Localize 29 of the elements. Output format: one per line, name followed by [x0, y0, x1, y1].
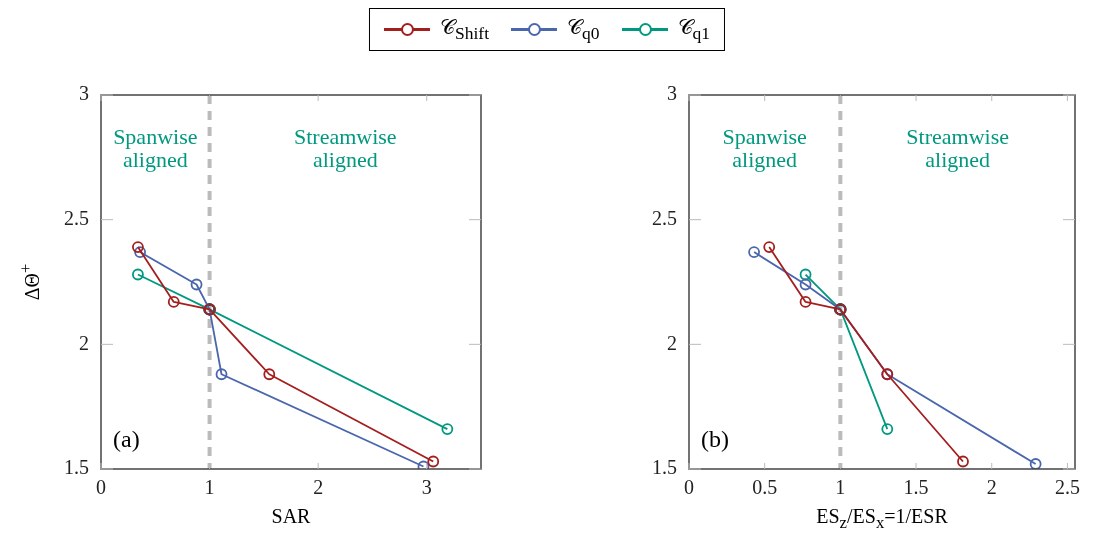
y-tick-label: 1.5 [64, 456, 89, 479]
y-tick-label: 2 [79, 331, 89, 354]
annotation: Streamwise aligned [906, 124, 1010, 173]
legend-label: 𝒞$_{Shift}$ [439, 15, 490, 45]
y-tick-label: 2.5 [64, 206, 89, 229]
legend-label: 𝒞$_{q1}$ [677, 15, 711, 45]
annotation: (a) [113, 426, 140, 453]
x-axis-title: SAR [271, 505, 311, 528]
annotation: Spanwise aligned [113, 124, 198, 173]
y-tick-label: 2.5 [652, 206, 677, 229]
y-tick-label: 3 [79, 82, 89, 105]
x-tick-label: 0 [96, 476, 106, 499]
x-axis-title: ES$_{z}$/ES$_{x}$=1/ESR [816, 505, 948, 533]
x-tick-label: 0.5 [752, 476, 778, 499]
annotation: (b) [701, 426, 729, 453]
legend-label: 𝒞$_{q0}$ [567, 15, 600, 45]
y-tick-label: 2 [667, 331, 677, 354]
x-tick-label: 2 [986, 476, 997, 499]
x-tick-label: 1 [204, 476, 215, 499]
x-tick-label: 0 [684, 476, 694, 499]
x-tick-label: 2.5 [1054, 476, 1080, 499]
x-tick-label: 3 [421, 476, 432, 499]
annotation: Spanwise aligned [722, 124, 807, 173]
y-tick-label: 3 [667, 82, 677, 105]
x-tick-label: 1.5 [903, 476, 929, 499]
y-tick-label: 1.5 [652, 456, 677, 479]
x-tick-label: 2 [313, 476, 324, 499]
annotation: Streamwise aligned [293, 124, 397, 173]
x-tick-label: 1 [835, 476, 846, 499]
